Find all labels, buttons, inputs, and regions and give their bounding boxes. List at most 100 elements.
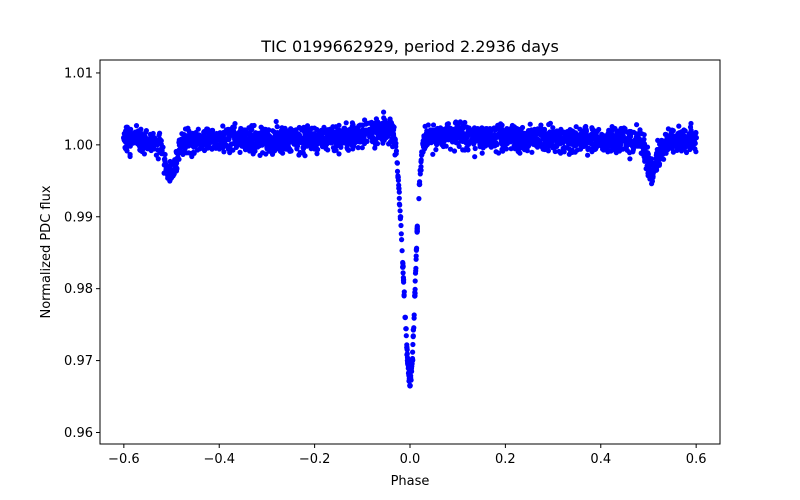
data-point xyxy=(398,222,404,229)
data-point xyxy=(573,124,579,130)
data-point xyxy=(484,130,490,136)
data-point xyxy=(369,129,375,135)
data-point xyxy=(608,148,614,154)
data-point xyxy=(390,131,397,137)
data-point xyxy=(456,143,462,149)
data-point xyxy=(364,120,370,126)
data-point xyxy=(409,368,415,374)
data-point xyxy=(230,124,236,130)
data-point xyxy=(173,160,180,166)
data-point xyxy=(402,314,409,321)
data-point xyxy=(550,125,556,131)
data-point xyxy=(286,140,292,146)
data-point xyxy=(670,128,676,134)
data-point xyxy=(397,208,403,214)
data-point xyxy=(572,149,578,155)
y-tick-label: 0.97 xyxy=(64,354,93,369)
data-point xyxy=(693,134,699,141)
data-point xyxy=(127,153,133,160)
data-point xyxy=(484,126,490,132)
data-point xyxy=(687,146,693,153)
data-point xyxy=(398,231,404,237)
x-tick-label: 0.6 xyxy=(686,452,707,467)
data-point xyxy=(164,165,170,171)
data-point xyxy=(395,174,401,180)
data-point xyxy=(529,149,535,155)
data-point xyxy=(476,128,482,134)
data-point xyxy=(216,136,222,142)
data-point xyxy=(412,270,419,276)
data-point xyxy=(435,133,442,139)
data-point xyxy=(507,129,513,135)
data-point xyxy=(157,136,163,142)
data-point xyxy=(488,144,494,150)
data-point xyxy=(624,129,630,135)
data-point xyxy=(690,131,696,137)
data-point xyxy=(612,141,618,147)
chart-title: TIC 0199662929, period 2.2936 days xyxy=(260,37,559,56)
data-point xyxy=(650,169,656,175)
data-point xyxy=(349,143,356,149)
data-point xyxy=(321,130,327,136)
data-point xyxy=(508,146,514,152)
data-point xyxy=(518,145,524,151)
data-point xyxy=(336,128,342,134)
data-point xyxy=(593,146,599,152)
data-point xyxy=(378,135,384,141)
data-point xyxy=(503,140,509,146)
data-point xyxy=(359,122,366,128)
data-point xyxy=(143,143,149,149)
data-point xyxy=(266,144,272,150)
data-point xyxy=(235,130,241,136)
data-point xyxy=(537,131,543,137)
data-point xyxy=(407,383,413,389)
data-point xyxy=(416,181,423,188)
data-point xyxy=(165,175,171,181)
data-point xyxy=(665,126,672,132)
data-point xyxy=(445,133,452,139)
data-point xyxy=(649,181,655,187)
data-point xyxy=(355,131,361,137)
data-point xyxy=(162,160,168,166)
data-point xyxy=(258,124,264,130)
data-point xyxy=(559,136,566,142)
data-point xyxy=(149,138,156,145)
y-tick-label: 0.98 xyxy=(64,282,93,297)
data-point xyxy=(451,148,458,154)
data-point xyxy=(589,141,595,147)
data-point xyxy=(534,128,540,134)
data-point xyxy=(418,167,424,173)
data-point xyxy=(401,293,407,299)
data-point xyxy=(168,170,175,177)
data-point xyxy=(488,134,494,140)
data-point xyxy=(589,149,595,155)
data-point xyxy=(137,133,144,139)
data-point xyxy=(603,142,609,148)
data-point xyxy=(325,147,331,153)
data-point xyxy=(273,136,280,142)
data-point xyxy=(124,124,130,130)
data-point xyxy=(638,150,644,156)
data-point xyxy=(531,136,537,142)
data-point xyxy=(378,127,385,134)
data-point xyxy=(482,140,489,146)
data-point xyxy=(636,138,642,145)
x-axis-label: Phase xyxy=(391,474,430,489)
data-point xyxy=(282,125,288,131)
data-point xyxy=(617,136,623,142)
data-point xyxy=(521,136,528,142)
data-point xyxy=(555,133,562,139)
data-point xyxy=(383,126,390,132)
data-point xyxy=(631,129,637,135)
data-point xyxy=(150,145,156,151)
data-point xyxy=(456,120,462,127)
data-point xyxy=(469,136,475,142)
data-point xyxy=(590,126,596,133)
data-point xyxy=(571,143,578,149)
data-point xyxy=(450,126,456,132)
data-point xyxy=(664,137,671,144)
data-point xyxy=(676,123,682,129)
data-point xyxy=(566,146,572,152)
data-point xyxy=(381,109,387,115)
data-point xyxy=(404,344,410,350)
